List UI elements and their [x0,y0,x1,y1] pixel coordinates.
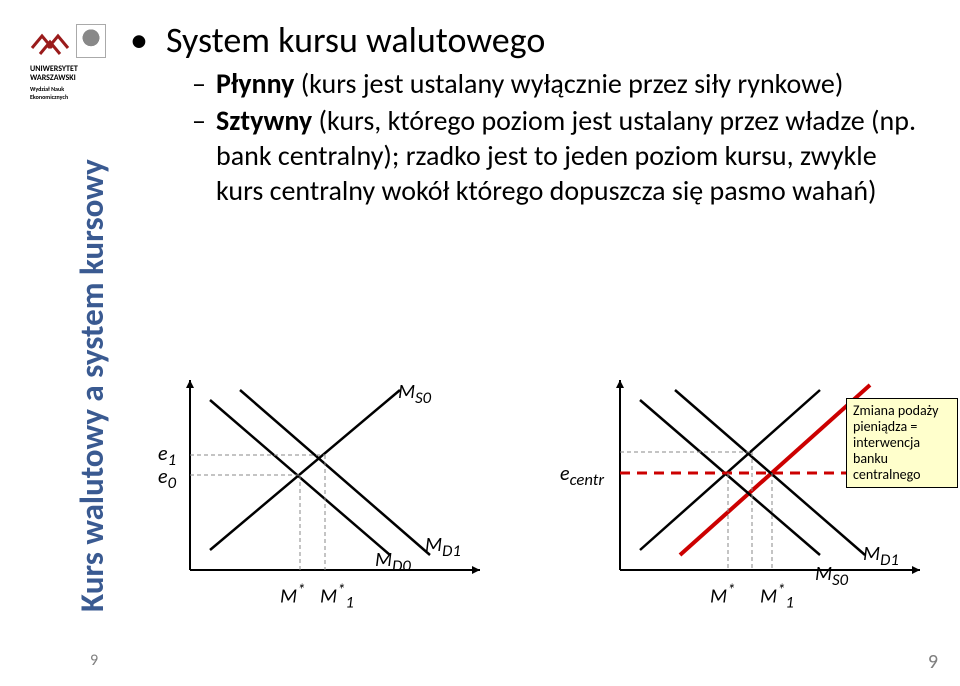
charts: e1 e0 MS0 MD0 MD1 M* M*1 [140,370,945,640]
sub2-rest: (kurs, którego poziom jest ustalany prze… [216,103,916,208]
subitem-1: – Płynny (kurs jest ustalany wyłącznie p… [192,66,930,101]
bullet-icon: • [130,18,148,62]
callout-text: Zmiana podaży pieniądza = interwencja ba… [853,402,938,483]
heading-text: System kursu walutowego [166,18,545,62]
callout-box: Zmiana podaży pieniądza = interwencja ba… [846,398,958,488]
logo-subtext: Wydział Nauk Ekonomicznych [30,85,120,101]
chevron-icon [30,18,70,63]
chart-floating: e1 e0 MS0 MD0 MD1 M* M*1 [140,370,510,610]
label-MD1-r: MD1 [863,542,899,570]
logo-text: UNIWERSYTET WARSZAWSKI [30,65,120,83]
eagle-icon [76,24,106,58]
label-MD0: MD0 [375,548,411,576]
sub2-bold: Sztywny [216,103,312,138]
content-area: • System kursu walutowego – Płynny (kurs… [130,18,930,210]
footer-number-right: 9 [928,650,938,674]
label-e0: e0 [158,465,176,493]
label-Mstar1-r: M*1 [760,580,794,613]
label-Mstar1: M*1 [320,580,354,613]
subitem-2: – Sztywny (kurs, którego poziom jest ust… [192,103,930,208]
label-MS0-r: MS0 [815,562,848,590]
slide-title-vertical: Kurs walutowy a system kursowy [72,159,112,612]
label-Mstar-r: M* [710,580,735,609]
label-MS0: MS0 [398,380,431,408]
sub1-bold: Płynny [216,66,294,101]
heading: • System kursu walutowego [130,18,930,62]
sub1-rest: (kurs jest ustalany wyłącznie przez siły… [294,66,843,101]
label-Mstar: M* [280,580,305,609]
label-MD1: MD1 [425,533,461,561]
university-logo: UNIWERSYTET WARSZAWSKI Wydział Nauk Ekon… [30,18,120,101]
footer-number-left: 9 [90,651,98,670]
chart-svg [140,370,510,610]
label-ecentr: ecentr [560,462,604,490]
